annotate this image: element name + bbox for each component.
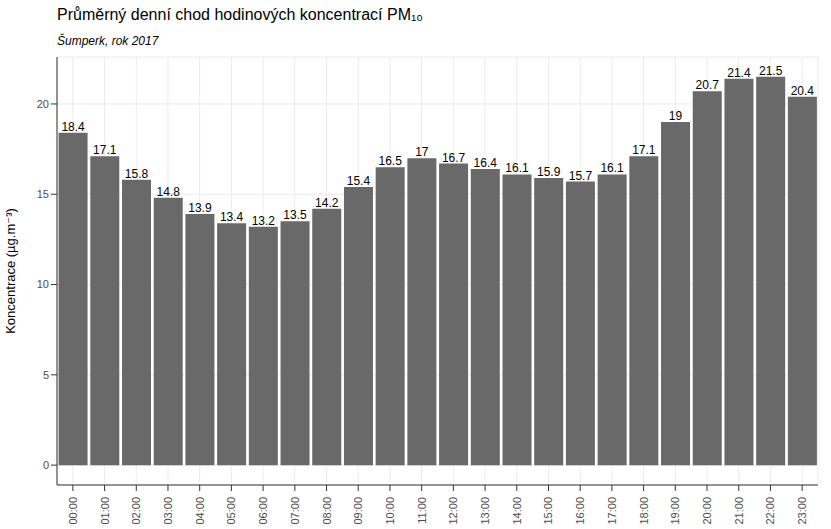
svg-text:15: 15 bbox=[37, 188, 49, 200]
svg-text:08:00: 08:00 bbox=[321, 497, 333, 525]
html-text:Průměrný denní chod hodinových: Průměrný denní chod hodinových koncentra… bbox=[57, 6, 423, 23]
svg-text:05:00: 05:00 bbox=[225, 497, 237, 525]
svg-text:15.7: 15.7 bbox=[569, 169, 593, 183]
svg-text:16.7: 16.7 bbox=[442, 151, 466, 165]
svg-text:17.1: 17.1 bbox=[632, 143, 656, 157]
svg-text:02:00: 02:00 bbox=[130, 497, 142, 525]
svg-text:16:00: 16:00 bbox=[574, 497, 586, 525]
svg-text:16.4: 16.4 bbox=[474, 156, 498, 170]
svg-text:18:00: 18:00 bbox=[638, 497, 650, 525]
svg-text:5: 5 bbox=[43, 369, 49, 381]
svg-text:13.2: 13.2 bbox=[252, 214, 276, 228]
svg-text:13.4: 13.4 bbox=[220, 210, 244, 224]
svg-text:15.8: 15.8 bbox=[125, 167, 149, 181]
svg-text:10: 10 bbox=[37, 278, 49, 290]
svg-text:03:00: 03:00 bbox=[162, 497, 174, 525]
svg-text:16.1: 16.1 bbox=[505, 161, 529, 175]
svg-text:07:00: 07:00 bbox=[289, 497, 301, 525]
svg-text:18.4: 18.4 bbox=[61, 120, 85, 134]
svg-text:0: 0 bbox=[43, 459, 49, 471]
svg-text:06:00: 06:00 bbox=[257, 497, 269, 525]
svg-text:13.5: 13.5 bbox=[283, 208, 307, 222]
svg-text:11:00: 11:00 bbox=[416, 497, 428, 524]
svg-text:09:00: 09:00 bbox=[352, 497, 364, 525]
svg-text:00:00: 00:00 bbox=[67, 497, 79, 525]
html-text:Šumperk, rok 2017: Šumperk, rok 2017 bbox=[57, 34, 159, 48]
svg-text:Koncentrace (µg.m⁻³): Koncentrace (µg.m⁻³) bbox=[8, 208, 18, 334]
svg-text:17: 17 bbox=[415, 145, 429, 159]
svg-text:14:00: 14:00 bbox=[511, 497, 523, 525]
svg-text:15.4: 15.4 bbox=[347, 174, 371, 188]
svg-text:01:00: 01:00 bbox=[99, 497, 111, 525]
svg-text:15:00: 15:00 bbox=[542, 497, 554, 525]
svg-text:14.8: 14.8 bbox=[157, 185, 181, 199]
svg-text:12:00: 12:00 bbox=[447, 497, 459, 525]
svg-text:19:00: 19:00 bbox=[669, 497, 681, 525]
svg-text:17:00: 17:00 bbox=[606, 497, 618, 525]
svg-text:04:00: 04:00 bbox=[194, 497, 206, 525]
svg-text:20: 20 bbox=[37, 98, 49, 110]
svg-text:10:00: 10:00 bbox=[384, 497, 396, 525]
svg-text:21.4: 21.4 bbox=[727, 66, 751, 80]
svg-text:14.2: 14.2 bbox=[315, 196, 339, 210]
svg-text:21.5: 21.5 bbox=[759, 64, 783, 78]
svg-text:15.9: 15.9 bbox=[537, 165, 561, 179]
svg-text:19: 19 bbox=[669, 109, 683, 123]
svg-text:20.7: 20.7 bbox=[696, 78, 720, 92]
svg-text:16.1: 16.1 bbox=[600, 161, 624, 175]
svg-text:23:00: 23:00 bbox=[796, 497, 808, 525]
svg-text:16.5: 16.5 bbox=[378, 154, 402, 168]
svg-text:21:00: 21:00 bbox=[733, 497, 745, 525]
svg-text:20:00: 20:00 bbox=[701, 497, 713, 525]
svg-text:17.1: 17.1 bbox=[93, 143, 117, 157]
svg-text:13.9: 13.9 bbox=[188, 201, 212, 215]
svg-text:22:00: 22:00 bbox=[764, 497, 776, 525]
svg-text:13:00: 13:00 bbox=[479, 497, 491, 525]
svg-text:20.4: 20.4 bbox=[791, 84, 815, 98]
